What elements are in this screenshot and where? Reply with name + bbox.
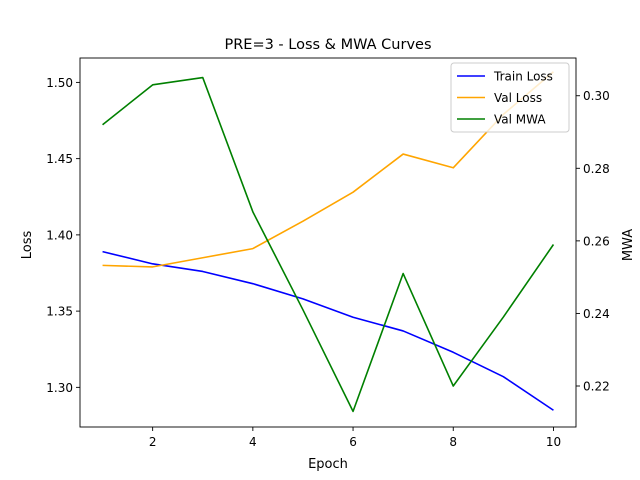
series-line-train-loss — [102, 250, 554, 411]
x-tick-label: 2 — [149, 435, 157, 449]
legend-label: Val Loss — [494, 91, 542, 105]
x-tick-label: 10 — [546, 435, 561, 449]
y2-tick-label: 0.28 — [583, 162, 610, 176]
chart-title: PRE=3 - Loss & MWA Curves — [224, 37, 431, 53]
x-tick-label: 4 — [249, 435, 257, 449]
legend-box — [450, 62, 570, 133]
y-tick-label: 1.45 — [46, 152, 73, 166]
series-layer — [102, 71, 555, 413]
series-line-val-loss — [102, 71, 554, 268]
y2-tick-label: 0.22 — [583, 380, 610, 394]
x-axis-label: Epoch — [308, 457, 348, 472]
y2-tick-label: 0.26 — [583, 234, 610, 248]
legend-label: Train Loss — [493, 70, 553, 84]
plot-frame — [79, 57, 577, 428]
y-tick-label: 1.35 — [46, 305, 73, 319]
y-axis-label: Loss — [20, 231, 35, 260]
legend-label: Val MWA — [494, 113, 546, 127]
legend: Train Loss Val Loss Val MWA — [450, 62, 570, 133]
x-tick-label: 8 — [449, 435, 457, 449]
y-tick-label: 1.40 — [46, 228, 73, 242]
y2-tick-label: 0.30 — [583, 89, 610, 103]
axes-layer: 2 4 6 8 10 1.30 1.35 1.40 1.45 1.50 0.22 0.24 0.26 0.… — [46, 57, 610, 449]
series-line-val-mwa — [102, 76, 555, 413]
y-tick-label: 1.30 — [46, 381, 73, 395]
y2-axis-label: MWA — [621, 229, 636, 261]
y-tick-label: 1.50 — [46, 76, 73, 90]
y2-tick-label: 0.24 — [583, 307, 610, 321]
x-tick-label: 6 — [349, 435, 357, 449]
